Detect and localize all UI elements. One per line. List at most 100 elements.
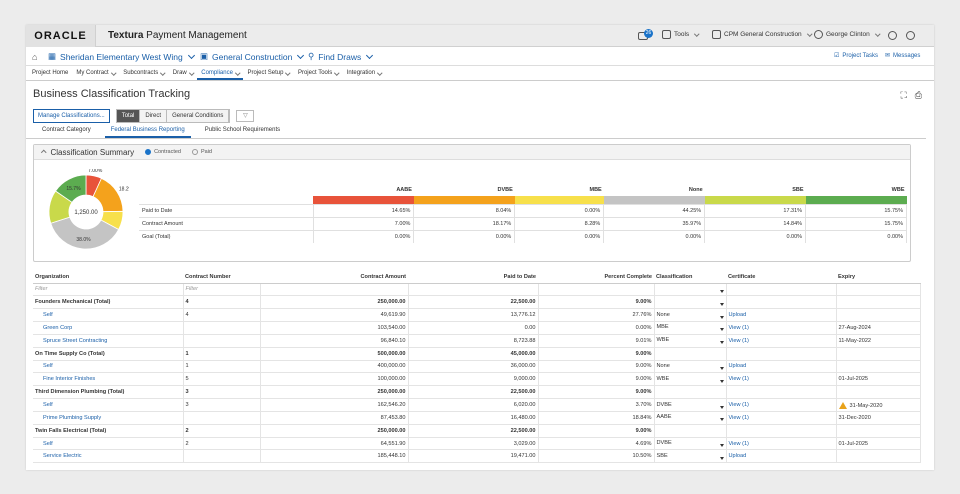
classification-select [654, 385, 727, 400]
classification-select[interactable]: WBE [654, 372, 727, 387]
contract-amount-cell: 100,000.00 [260, 372, 409, 387]
fullscreen-icon[interactable]: ⛶ [900, 90, 907, 100]
menu-project-setup[interactable]: Project Setup [243, 66, 294, 80]
contract-number-filter-input[interactable]: Filter [183, 283, 261, 297]
certificate-link[interactable]: View (1) [726, 372, 837, 387]
classification-select[interactable]: MBE [654, 321, 727, 335]
classification-summary-panel: Classification Summary Contracted Paid 1… [33, 144, 911, 262]
classification-select[interactable]: DVBE [654, 437, 727, 451]
messages-link[interactable]: ✉ Messages [885, 52, 920, 60]
col-contract-amount[interactable]: Contract Amount [260, 271, 408, 284]
classification-filter-select[interactable] [654, 283, 727, 297]
project-selector[interactable]: ▦ Sheridan Elementary West Wing [48, 51, 195, 62]
col-percent-complete[interactable]: Percent Complete [538, 271, 654, 284]
classification-select[interactable]: SBE [654, 449, 727, 464]
menu-subcontracts[interactable]: Subcontracts [119, 66, 169, 80]
expiry-value: 31-Dec-2020 [838, 414, 871, 421]
filter-icon[interactable]: ▽ [236, 110, 255, 122]
menu-compliance[interactable]: Compliance [197, 66, 244, 80]
user-menu[interactable]: George Clinton [814, 30, 880, 39]
project-tasks-link[interactable]: ☑ Project Tasks [834, 52, 878, 60]
warning-icon [838, 401, 847, 409]
organization-cell[interactable]: Self [33, 308, 184, 323]
radio-paid[interactable]: Paid [191, 149, 212, 155]
organization-cell[interactable]: Self [33, 398, 184, 412]
paid-to-date-cell: 13,776.12 [408, 308, 539, 323]
menu-draw[interactable]: Draw [169, 66, 198, 80]
print-icon[interactable]: ⎙ [914, 90, 922, 100]
classification-select[interactable]: WBE [654, 334, 727, 348]
contract-amount-cell: 250,000.00 [260, 295, 409, 310]
tab-federal-business-reporting[interactable]: Federal Business Reporting [104, 125, 191, 138]
menu-integration[interactable]: Integration [343, 66, 386, 80]
col-certificate[interactable]: Certificate [726, 271, 836, 284]
tab-public-school-requirements[interactable]: Public School Requirements [204, 127, 281, 133]
col-organization[interactable]: Organization [33, 271, 183, 284]
summary-cell: 44.25% [603, 203, 706, 217]
manage-classifications-button[interactable]: Manage Classifications... [33, 109, 110, 123]
menu-label: Draw [172, 70, 187, 76]
certificate-link[interactable]: Upload [726, 308, 837, 323]
chevron-up-icon[interactable] [41, 150, 47, 156]
expiry-value: 27-Aug-2024 [838, 324, 871, 331]
classification-select[interactable]: None [654, 308, 727, 323]
chevron-down-icon [719, 302, 724, 306]
contract-number-cell [183, 321, 261, 335]
segment-total[interactable]: Total [116, 110, 141, 122]
menu-project-home[interactable]: Project Home [28, 66, 72, 80]
menu-my-contract[interactable]: My Contract [72, 66, 119, 80]
col-paid-to-date[interactable]: Paid to Date [408, 271, 538, 284]
contract-number-cell: 4 [183, 308, 261, 323]
certificate-link[interactable]: View (1) [726, 411, 837, 425]
find-draws[interactable]: ⚲ Find Draws [308, 51, 374, 62]
organization-cell[interactable]: Spruce Street Contracting [33, 334, 184, 348]
contract-amount-cell: 400,000.00 [260, 360, 409, 374]
col-contract-number[interactable]: Contract Number [183, 271, 260, 284]
organization-cell[interactable]: Self [33, 437, 184, 451]
classification-select[interactable]: DVBE [654, 398, 727, 412]
organization-cell[interactable]: Fine Interior Finishes [33, 372, 184, 387]
color-swatch-mbe [514, 196, 604, 204]
message-count-badge: 26 [644, 29, 653, 38]
oracle-logo: ORACLE [26, 25, 96, 47]
tools-menu[interactable]: Tools [662, 30, 700, 39]
classification-select[interactable]: AABE [654, 411, 727, 425]
certificate-link[interactable]: Upload [726, 449, 837, 464]
segment-general-conditions[interactable]: General Conditions [167, 110, 230, 122]
user-icon [814, 30, 823, 39]
help-icon[interactable] [906, 31, 915, 40]
paid-to-date-cell: 9,000.00 [408, 372, 539, 387]
organization-cell[interactable]: Prime Plumbing Supply [33, 411, 184, 425]
color-swatch-aabe [313, 196, 414, 204]
organization-cell[interactable]: Service Electric [33, 449, 184, 464]
organization-cell: Third Dimension Plumbing (Total) [33, 385, 184, 400]
certificate-link[interactable]: View (1) [726, 334, 837, 348]
menu-project-tools[interactable]: Project Tools [294, 66, 343, 80]
company-menu[interactable]: CPM General Construction [712, 30, 812, 39]
company-label: CPM General Construction [724, 31, 802, 38]
col-expiry[interactable]: Expiry [836, 271, 920, 284]
organization-cell[interactable]: Self [33, 360, 184, 374]
radio-contracted[interactable]: Contracted [145, 149, 181, 155]
certificate-link[interactable]: Upload [726, 360, 837, 374]
classification-value: MBE [656, 324, 669, 331]
certificate-link[interactable]: View (1) [726, 437, 837, 451]
page-tools: ⛶ ⎙ [900, 90, 922, 101]
contractor-selector[interactable]: ▣ General Construction [200, 51, 305, 62]
chevron-down-icon [235, 69, 241, 75]
certificate-link[interactable]: View (1) [726, 321, 837, 335]
summary-row-label: Contract Amount [139, 216, 314, 230]
col-classification[interactable]: Classification [654, 271, 726, 284]
notifications-icon[interactable] [888, 31, 897, 40]
classification-select[interactable]: None [654, 360, 727, 374]
organization-cell[interactable]: Green Corp [33, 321, 184, 335]
tab-contract-category[interactable]: Contract Category [42, 127, 91, 133]
menu-label: Compliance [201, 70, 233, 76]
menu-label: My Contract [76, 70, 109, 76]
segment-direct[interactable]: Direct [140, 110, 168, 122]
organization-filter-input[interactable]: Filter [33, 283, 184, 297]
home-icon[interactable]: ⌂ [32, 52, 38, 62]
certificate-link[interactable]: View (1) [726, 398, 837, 412]
percent-complete-cell: 3.70% [538, 398, 655, 412]
summary-row-label: Paid to Date [139, 203, 314, 217]
